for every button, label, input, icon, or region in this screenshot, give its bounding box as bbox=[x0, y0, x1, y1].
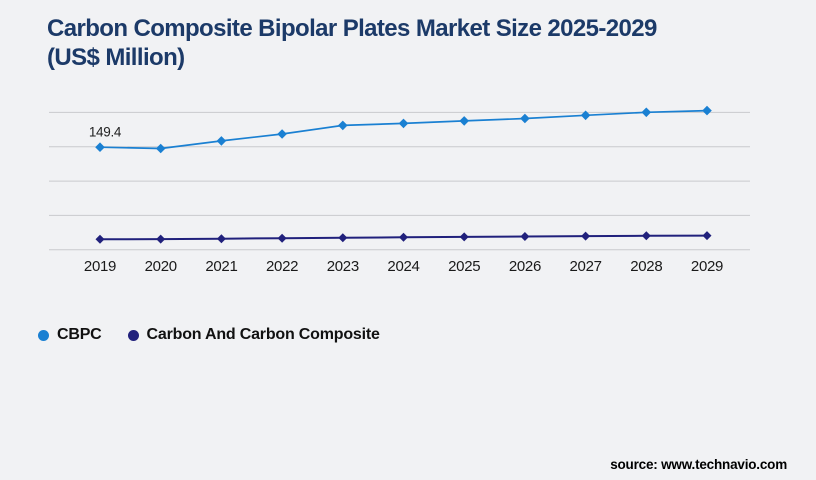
data-point-marker bbox=[398, 118, 409, 129]
legend-label: CBPC bbox=[57, 326, 102, 343]
chart-title-line2: (US$ Million) bbox=[47, 44, 185, 71]
data-point-marker bbox=[702, 105, 712, 116]
data-point-marker bbox=[95, 142, 105, 152]
data-point-marker bbox=[520, 232, 530, 241]
data-point-marker bbox=[459, 116, 469, 126]
data-point-label: 149.4 bbox=[89, 125, 122, 140]
x-axis-tick-label: 2019 bbox=[84, 258, 116, 275]
series-line-cbpc bbox=[99, 109, 708, 150]
source-attribution: source: www.technavio.com bbox=[610, 457, 787, 472]
data-point-marker bbox=[581, 231, 591, 241]
data-point-marker bbox=[641, 107, 652, 118]
market-size-line-chart: 2019 2020 2021 2022 2023 2024 2025 2026 2027 2028… bbox=[49, 105, 750, 275]
x-axis-tick-label: 2027 bbox=[570, 258, 602, 275]
data-point-marker bbox=[156, 234, 166, 244]
data-point-marker bbox=[216, 234, 226, 244]
legend-item-cbpc[interactable]: CBPC bbox=[38, 326, 102, 344]
x-axis-tick-label: 2026 bbox=[509, 258, 541, 275]
data-point-marker bbox=[641, 231, 651, 241]
data-point-marker bbox=[702, 231, 712, 241]
x-axis-tick-label: 2029 bbox=[691, 258, 723, 275]
legend-label: Carbon And Carbon Composite bbox=[146, 326, 380, 343]
data-point-marker bbox=[338, 120, 348, 131]
data-point-marker bbox=[580, 110, 591, 121]
chart-title: Carbon Composite Bipolar Plates Market S… bbox=[47, 14, 657, 72]
x-axis-tick-label: 2022 bbox=[266, 258, 298, 275]
data-point-marker bbox=[216, 136, 227, 146]
chart-title-line1: Carbon Composite Bipolar Plates Market S… bbox=[47, 15, 657, 42]
data-point-marker bbox=[459, 232, 469, 242]
data-point-marker bbox=[155, 143, 166, 154]
legend-marker-icon bbox=[127, 329, 139, 341]
x-axis-tick-label: 2020 bbox=[145, 258, 177, 275]
x-axis-tick-label: 2021 bbox=[205, 258, 237, 275]
data-point-marker bbox=[338, 233, 348, 243]
data-point-marker bbox=[520, 113, 530, 124]
data-point-marker bbox=[95, 234, 105, 244]
data-point-marker bbox=[277, 233, 287, 243]
data-point-marker bbox=[399, 232, 408, 242]
x-axis-tick-label: 2028 bbox=[630, 258, 662, 275]
data-point-marker bbox=[277, 129, 287, 139]
x-axis-tick-label: 2025 bbox=[448, 258, 480, 275]
chart-legend: CBPC Carbon And Carbon Composite bbox=[38, 326, 380, 344]
legend-marker-icon bbox=[38, 329, 49, 341]
x-axis-tick-label: 2023 bbox=[327, 258, 359, 275]
legend-item-carbon-and-carbon-composite[interactable]: Carbon And Carbon Composite bbox=[127, 326, 380, 344]
x-axis-tick-label: 2024 bbox=[387, 258, 419, 275]
